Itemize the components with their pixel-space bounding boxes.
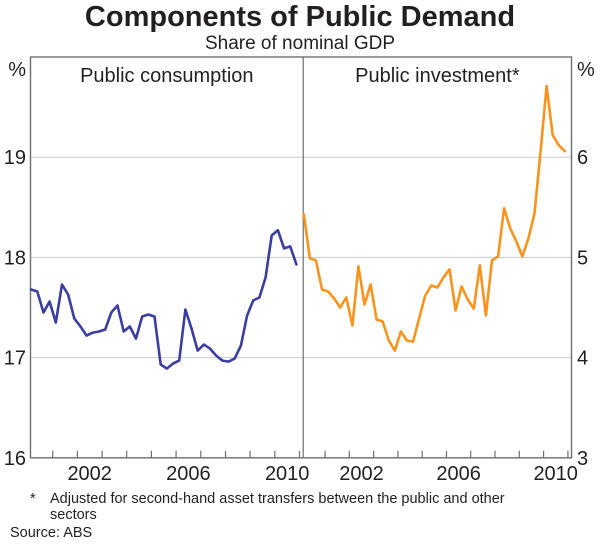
y-axis-tick-label: 17 xyxy=(4,348,26,370)
chart-subtitle: Share of nominal GDP xyxy=(204,33,396,54)
y-axis-unit-label: % xyxy=(577,59,595,81)
y-axis-tick-label: 3 xyxy=(577,448,588,470)
y-axis-tick-label: 4 xyxy=(577,348,588,370)
x-axis-tick-label: 2002 xyxy=(339,463,384,485)
x-axis-tick-label: 2010 xyxy=(533,463,578,485)
footnote-text: Adjusted for second-hand asset transfers… xyxy=(50,491,505,524)
footnote-marker: * xyxy=(30,491,36,507)
y-axis-tick-label: 19 xyxy=(4,147,26,169)
y-axis-tick-label: 5 xyxy=(577,247,588,269)
panel-title: Public consumption xyxy=(80,65,253,87)
y-axis-tick-label: 6 xyxy=(577,147,588,169)
public-investment-line xyxy=(302,84,567,352)
footnote: * Adjusted for second-hand asset transfe… xyxy=(30,491,560,524)
panel-title: Public investment* xyxy=(355,65,520,87)
source-label: Source: ABS xyxy=(10,525,93,541)
y-axis-tick-label: 16 xyxy=(4,448,26,470)
public-consumption-line xyxy=(29,229,298,370)
x-axis-tick-label: 2010 xyxy=(265,463,310,485)
y-axis-tick-label: 18 xyxy=(4,247,26,269)
plot-frame xyxy=(29,56,573,459)
x-axis-tick-label: 2002 xyxy=(67,463,112,485)
x-axis-tick-label: 2006 xyxy=(436,463,481,485)
y-axis-unit-label: % xyxy=(8,59,26,81)
x-axis-tick-label: 2006 xyxy=(166,463,211,485)
chart-title: Components of Public Demand xyxy=(84,1,516,33)
